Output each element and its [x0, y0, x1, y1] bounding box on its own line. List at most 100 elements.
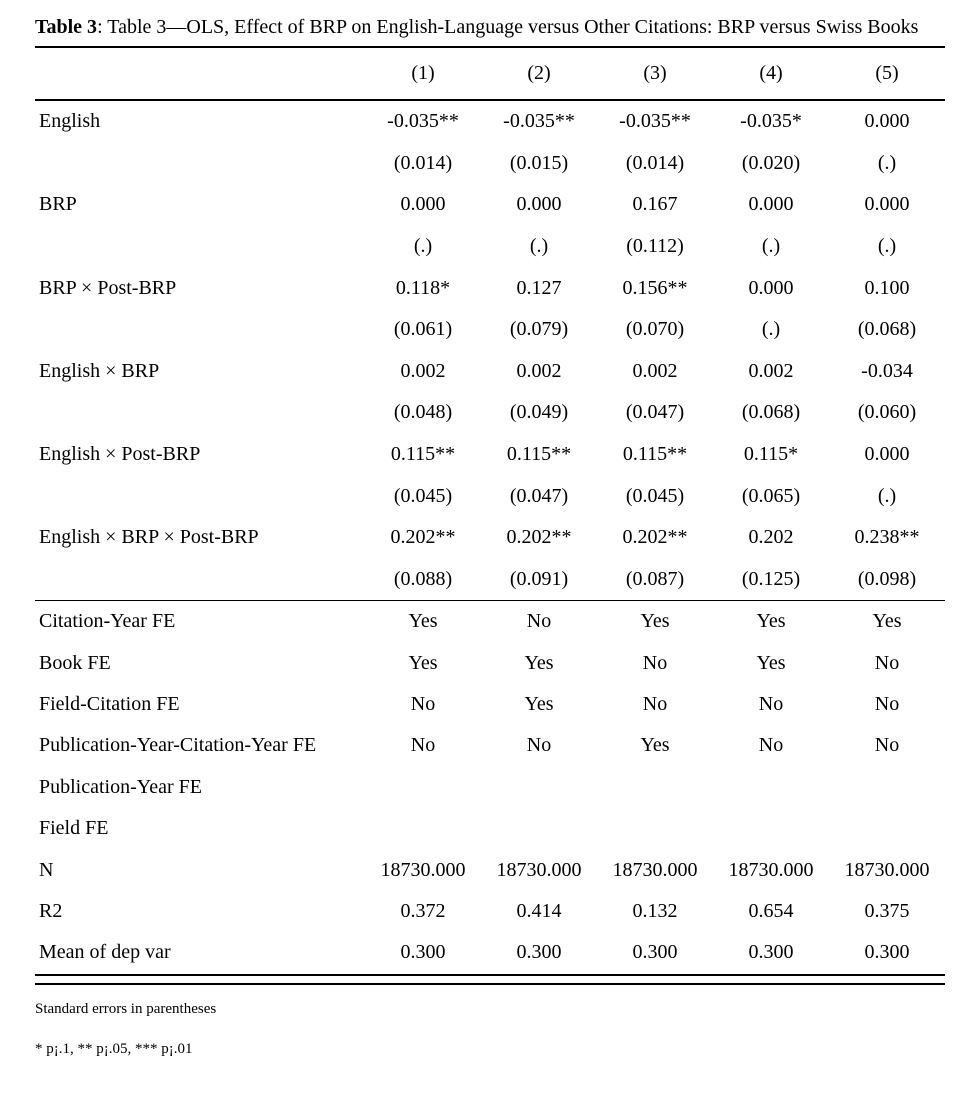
column-header: (1) — [365, 48, 481, 101]
coefficients-section: English -0.035** -0.035** -0.035** -0.035* 0.… — [35, 100, 945, 602]
statistic-value: Yes — [524, 693, 554, 716]
statistic-row: N 18730.000 18730.000 18730.000 18730.000 187… — [35, 849, 945, 890]
statistic-label: Publication-Year FE — [39, 775, 202, 798]
statistic-value: Yes — [640, 610, 670, 633]
table-caption: Table 3: Table 3—OLS, Effect of BRP on E… — [35, 6, 945, 48]
statistic-value: No — [526, 734, 552, 757]
empty-label — [35, 309, 365, 351]
coefficient-value: 0.000 — [516, 193, 562, 216]
statistic-label: Mean of dep var — [39, 941, 171, 964]
corner-cell — [35, 48, 365, 101]
standard-error-value: (.) — [877, 235, 897, 258]
statistic-value: Yes — [756, 651, 786, 674]
coefficient-value: 0.156** — [622, 276, 688, 299]
coefficient-value: 0.002 — [400, 359, 446, 382]
column-header: (4) — [713, 48, 829, 101]
coefficient-row: English -0.035** -0.035** -0.035** -0.035* 0.… — [35, 100, 945, 143]
statistic-value: No — [874, 693, 900, 716]
table-header: (1) (2) (3) (4) (5) — [35, 48, 945, 101]
coefficient-value: 0.002 — [516, 359, 562, 382]
table-notes: Standard errors in parentheses * p¡.1, *… — [35, 985, 945, 1069]
statistic-value: 0.654 — [748, 900, 794, 923]
statistic-value — [365, 767, 481, 808]
statistic-value: 18730.000 — [380, 858, 466, 881]
standard-error-row: (0.048) (0.049) (0.047) (0.068) (0.060) — [35, 392, 945, 434]
standard-error-value: (0.045) — [625, 484, 685, 507]
standard-error-value: (0.091) — [481, 558, 597, 602]
coefficient-value: 0.000 — [748, 193, 794, 216]
standard-error-row: (0.014) (0.015) (0.014) (0.020) (.) — [35, 143, 945, 185]
coefficient-value: 0.202** — [506, 526, 572, 549]
coefficient-value: 0.002 — [748, 359, 794, 382]
standard-error-value: (0.125) — [713, 558, 829, 602]
statistic-row: Mean of dep var 0.300 0.300 0.300 0.300 0.300 — [35, 932, 945, 973]
statistic-value — [481, 808, 597, 849]
statistic-value — [597, 767, 713, 808]
coefficient-value: -0.035** — [387, 110, 459, 133]
statistic-value — [481, 767, 597, 808]
statistic-value: Yes — [408, 651, 438, 674]
statistic-row: Publication-Year FE — [35, 767, 945, 808]
statistic-value — [713, 767, 829, 808]
standard-error-value: (0.048) — [393, 401, 453, 424]
standard-error-value: (0.014) — [393, 151, 453, 174]
table-bottom-rule — [35, 973, 945, 985]
standard-error-value: (0.045) — [393, 484, 453, 507]
coefficient-row: BRP × Post-BRP 0.118* 0.127 0.156** 0.000 0.1… — [35, 267, 945, 309]
empty-label — [35, 143, 365, 185]
variable-label: BRP × Post-BRP — [39, 276, 177, 299]
note-significance-levels: * p¡.1, ** p¡.05, *** p¡.01 — [35, 1040, 193, 1057]
standard-error-value: (0.087) — [597, 558, 713, 602]
column-header: (3) — [597, 48, 713, 101]
coefficient-value: -0.035** — [503, 110, 575, 133]
statistics-section: Citation-Year FE Yes No Yes Yes Yes Book FE Yes… — [35, 601, 945, 974]
coefficient-value: 0.167 — [632, 193, 678, 216]
standard-error-value: (.) — [877, 151, 897, 174]
variable-label: English — [39, 110, 101, 133]
statistic-value: 18730.000 — [612, 858, 698, 881]
coefficient-value: -0.034 — [861, 359, 913, 382]
table-caption-number: Table 3 — [35, 16, 98, 38]
statistic-label: Publication-Year-Citation-Year FE — [39, 734, 317, 757]
statistic-row: Field-Citation FE No Yes No No No — [35, 684, 945, 725]
empty-label — [35, 558, 365, 602]
note-standard-errors: Standard errors in parentheses — [35, 1000, 217, 1017]
statistic-value: 0.414 — [516, 900, 562, 923]
statistic-value: 0.132 — [632, 900, 678, 923]
statistic-label: Field FE — [39, 817, 109, 840]
statistic-value — [597, 808, 713, 849]
coefficient-value: 0.000 — [864, 443, 910, 466]
standard-error-value: (0.098) — [829, 558, 945, 602]
coefficient-value: 0.002 — [632, 359, 678, 382]
statistic-value: 18730.000 — [496, 858, 582, 881]
coefficient-row: BRP 0.000 0.000 0.167 0.000 0.000 — [35, 184, 945, 226]
coefficient-value: 0.115* — [743, 443, 799, 466]
statistic-row: Citation-Year FE Yes No Yes Yes Yes — [35, 601, 945, 643]
column-header: (5) — [829, 48, 945, 101]
standard-error-value: (.) — [761, 318, 781, 341]
statistic-value: 0.300 — [748, 941, 794, 964]
regression-table: (1) (2) (3) (4) (5) English -0.035** -0.035** -… — [35, 48, 945, 974]
statistic-value: 0.300 — [864, 941, 910, 964]
statistic-label: Field-Citation FE — [39, 693, 180, 716]
statistic-value: No — [526, 610, 552, 633]
standard-error-value: (0.061) — [393, 318, 453, 341]
statistic-row: R2 0.372 0.414 0.132 0.654 0.375 — [35, 891, 945, 932]
coefficient-value: -0.035* — [740, 110, 802, 133]
empty-label — [35, 392, 365, 434]
variable-label: English × BRP × Post-BRP — [39, 526, 259, 549]
standard-error-row: (.) (.) (0.112) (.) (.) — [35, 226, 945, 268]
standard-error-value: (0.112) — [626, 235, 684, 258]
standard-error-value: (0.020) — [741, 151, 801, 174]
coefficient-row: English × Post-BRP 0.115** 0.115** 0.115** 0… — [35, 434, 945, 476]
coefficient-value: 0.115** — [506, 443, 572, 466]
statistic-value: 18730.000 — [844, 858, 930, 881]
statistic-label: R2 — [39, 900, 63, 923]
statistic-value: Yes — [872, 610, 902, 633]
coefficient-value: 0.000 — [864, 110, 910, 133]
variable-label: English × BRP — [39, 359, 160, 382]
statistic-value: No — [642, 693, 668, 716]
statistic-value: 0.300 — [516, 941, 562, 964]
coefficient-row: English × BRP × Post-BRP 0.202** 0.202** 0.… — [35, 517, 945, 559]
statistic-value: No — [410, 693, 436, 716]
